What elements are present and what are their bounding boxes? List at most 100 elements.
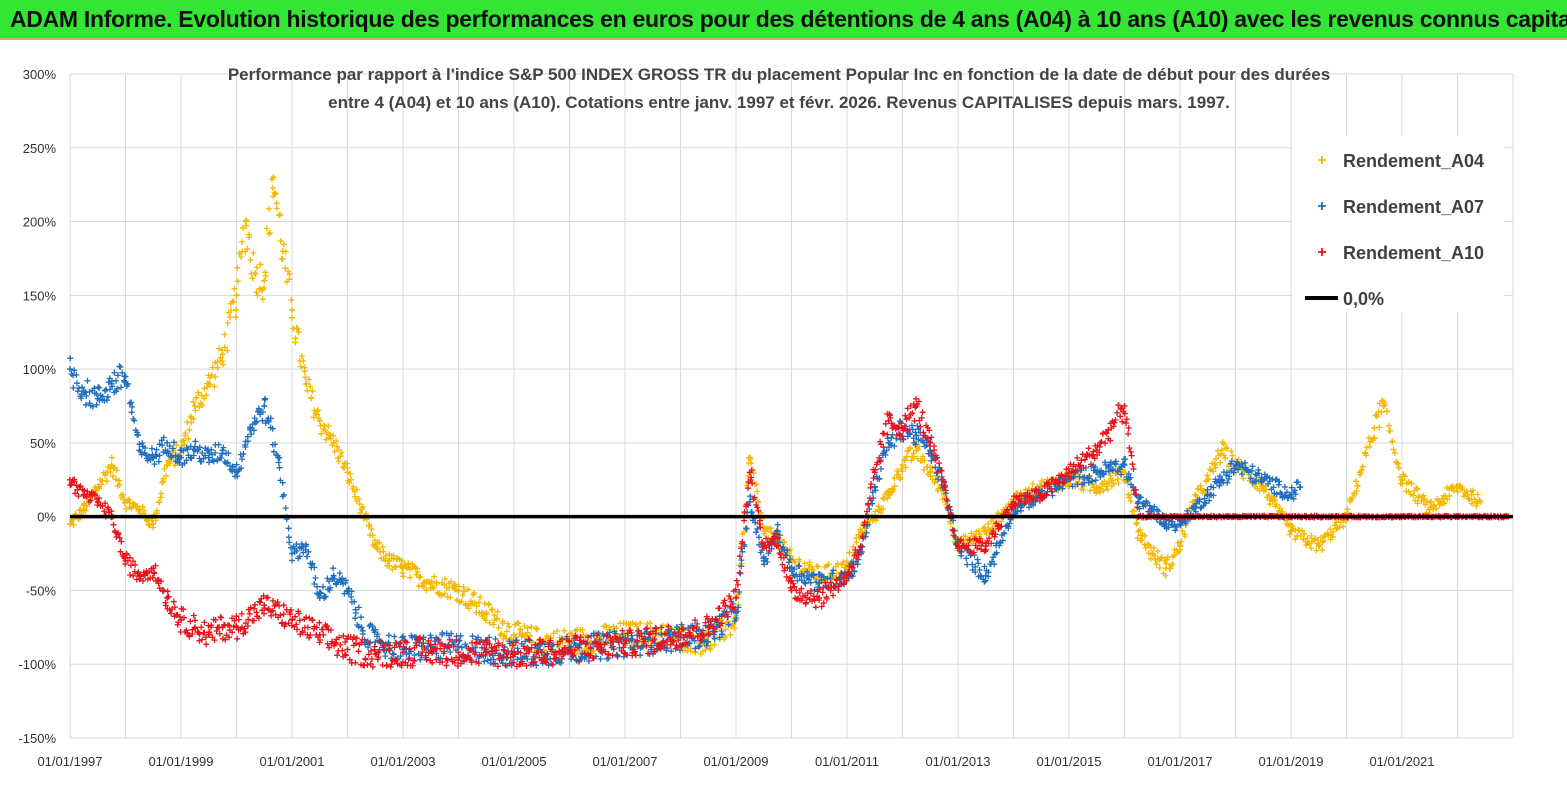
- data-point: [1177, 543, 1183, 550]
- data-point: [1232, 462, 1239, 469]
- data-point: [279, 248, 286, 255]
- data-point: [261, 277, 268, 284]
- data-point: [242, 218, 249, 225]
- data-point: [164, 594, 171, 601]
- data-point: [191, 447, 198, 454]
- chart-title: Performance par rapport à l'indice S&P 5…: [228, 65, 1330, 112]
- data-point: [191, 403, 198, 409]
- data-point: [871, 469, 878, 476]
- data-point: [816, 594, 823, 601]
- data-point: [150, 565, 157, 572]
- data-point: [1010, 498, 1017, 505]
- x-tick-label: 01/01/1999: [148, 754, 213, 769]
- data-point: [219, 624, 226, 631]
- data-point: [1149, 550, 1156, 557]
- data-point: [1121, 462, 1128, 469]
- data-point: [80, 388, 87, 395]
- data-point: [1454, 484, 1461, 491]
- data-point: [1426, 506, 1433, 513]
- data-point: [344, 469, 351, 476]
- data-point: [982, 543, 989, 550]
- data-point: [372, 543, 379, 550]
- data-point: [191, 624, 198, 631]
- data-point: [746, 498, 753, 505]
- data-point: [136, 572, 143, 579]
- data-point: [982, 528, 989, 535]
- data-point: [885, 439, 892, 446]
- data-point: [1121, 403, 1128, 409]
- data-point: [316, 594, 323, 601]
- data-point: [677, 631, 684, 638]
- chart-title-line-1: Performance par rapport à l'indice S&P 5…: [228, 65, 1330, 84]
- data-point: [316, 631, 323, 638]
- legend-plus-swatch: [1318, 202, 1326, 210]
- data-point: [205, 454, 212, 461]
- legend-label: Rendement_A10: [1343, 243, 1484, 263]
- data-point: [261, 403, 268, 409]
- data-point: [913, 432, 920, 439]
- data-point: [1288, 491, 1294, 498]
- data-point: [275, 454, 282, 461]
- data-point: [233, 469, 240, 476]
- y-tick-label: -150%: [18, 731, 56, 746]
- x-tick-label: 01/01/2005: [481, 754, 546, 769]
- data-point: [80, 506, 87, 513]
- data-point: [1260, 476, 1267, 483]
- data-point: [1357, 469, 1364, 476]
- data-point: [913, 447, 920, 454]
- data-point: [344, 646, 351, 653]
- data-point: [1218, 476, 1225, 483]
- data-point: [455, 643, 462, 650]
- data-point: [108, 380, 115, 387]
- data-point: [261, 602, 268, 609]
- x-axis-ticks: 01/01/1997 01/01/1999 01/01/2001 01/01/2003…: [37, 754, 1434, 769]
- data-point: [733, 594, 739, 601]
- data-point: [67, 521, 73, 528]
- data-point: [1149, 506, 1156, 513]
- data-point: [1163, 565, 1170, 572]
- data-point: [122, 373, 129, 380]
- data-point: [941, 484, 948, 491]
- x-tick-label: 01/01/2007: [592, 754, 657, 769]
- data-point: [1093, 447, 1100, 454]
- data-point: [67, 476, 73, 483]
- data-point: [760, 528, 767, 535]
- data-point: [164, 439, 171, 446]
- data-point: [1297, 484, 1304, 491]
- data-point: [289, 616, 295, 623]
- data-point: [80, 491, 87, 498]
- y-tick-label: 100%: [23, 362, 57, 377]
- data-point: [400, 649, 406, 656]
- y-axis-ticks: 300% 250% 200% 150% 100% 50% 0% -50% -100% -150%: [18, 67, 56, 746]
- data-point: [566, 646, 573, 653]
- x-tick-label: 01/01/2019: [1258, 754, 1323, 769]
- data-point: [219, 447, 226, 454]
- series-markers: [67, 395, 1510, 670]
- data-point: [455, 649, 462, 656]
- data-point: [427, 647, 434, 654]
- data-point: [899, 425, 906, 432]
- data-point: [788, 587, 795, 594]
- legend-item: Rendement_A07: [1318, 197, 1484, 217]
- x-tick-label: 01/01/2013: [925, 754, 990, 769]
- data-point: [1260, 484, 1267, 491]
- data-point: [178, 616, 184, 623]
- data-point: [1121, 469, 1128, 476]
- data-point: [857, 543, 864, 550]
- y-tick-label: -100%: [18, 657, 56, 672]
- data-point: [205, 380, 212, 387]
- data-point: [358, 624, 365, 631]
- data-point: [1399, 476, 1405, 483]
- data-point: [205, 631, 212, 638]
- data-point: [1093, 484, 1100, 491]
- x-tick-label: 01/01/1997: [37, 754, 102, 769]
- data-point: [816, 580, 823, 587]
- data-point: [1135, 528, 1142, 535]
- x-tick-label: 01/01/2011: [815, 754, 879, 769]
- data-point: [289, 307, 295, 314]
- data-point: [1066, 469, 1072, 476]
- data-point: [511, 650, 517, 657]
- data-point: [746, 469, 753, 476]
- data-point: [760, 543, 767, 550]
- data-point: [94, 395, 101, 402]
